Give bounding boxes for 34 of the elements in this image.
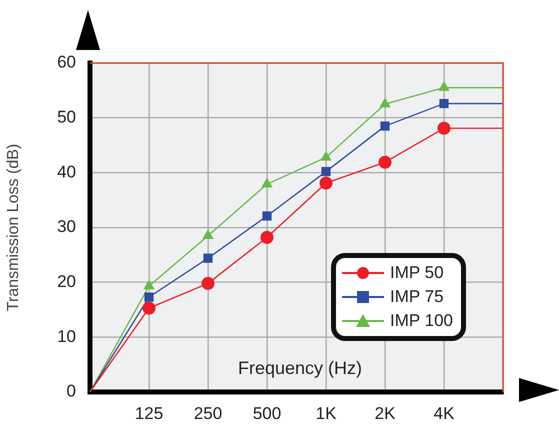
point xyxy=(260,230,274,244)
point xyxy=(438,122,450,135)
point xyxy=(321,166,331,176)
point xyxy=(439,98,449,108)
x-tick-label: 1K xyxy=(316,404,338,423)
point xyxy=(320,176,332,190)
x-tick-label: 250 xyxy=(194,404,222,423)
x-axis-title: Frequency (Hz) xyxy=(236,358,364,379)
point xyxy=(261,178,273,188)
point xyxy=(320,150,332,161)
point xyxy=(144,292,154,302)
y-tick-label: 30 xyxy=(57,217,76,236)
point xyxy=(438,81,450,91)
x-tick-label: 500 xyxy=(252,404,282,423)
legend-label: IMP 100 xyxy=(390,311,454,331)
point xyxy=(379,98,391,108)
point xyxy=(203,254,213,263)
point xyxy=(380,121,390,131)
x-tick-label: 4K xyxy=(434,404,456,423)
point xyxy=(142,302,156,315)
y-tick-label: 50 xyxy=(57,108,76,127)
legend-label: IMP 50 xyxy=(390,263,444,283)
point xyxy=(202,276,214,290)
y-axis-title: Transmission Loss (dB) xyxy=(5,144,22,312)
y-tick-label: 20 xyxy=(57,272,76,292)
y-tick-label: 60 xyxy=(57,52,76,72)
point xyxy=(378,156,392,169)
y-tick-label: 0 xyxy=(66,382,76,401)
point xyxy=(262,211,272,221)
y-tick-label: 10 xyxy=(57,326,76,346)
legend-label: IMP 75 xyxy=(390,287,444,307)
y-tick-label: 40 xyxy=(57,162,76,182)
x-tick-label: 2K xyxy=(374,404,396,423)
x-tick-label: 125 xyxy=(134,404,164,423)
